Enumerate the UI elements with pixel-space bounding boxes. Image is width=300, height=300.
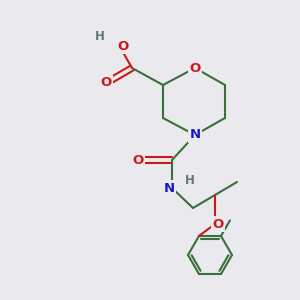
Text: O: O <box>132 154 144 166</box>
Text: O: O <box>189 61 201 74</box>
Text: O: O <box>100 76 112 89</box>
Text: N: N <box>164 182 175 194</box>
Text: O: O <box>117 40 129 52</box>
Text: N: N <box>189 128 201 142</box>
Text: H: H <box>185 173 195 187</box>
Text: O: O <box>212 218 224 230</box>
Text: H: H <box>95 31 105 44</box>
